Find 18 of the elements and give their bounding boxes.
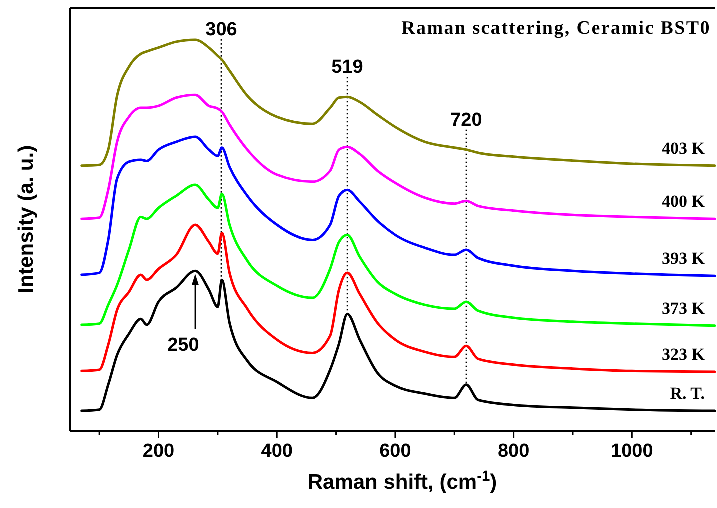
series-label: 393 K <box>662 249 706 268</box>
x-tick-label: 1000 <box>611 441 654 462</box>
x-tick-label: 800 <box>498 441 530 462</box>
ref-line-label: 519 <box>332 57 364 78</box>
series-label: 373 K <box>662 298 706 318</box>
chart-title: Raman scattering, Ceramic BST0 <box>402 18 711 39</box>
ref-line-label: 720 <box>450 110 482 131</box>
x-tick-label: 600 <box>380 441 412 462</box>
series-label: 323 K <box>662 344 706 364</box>
annotation: 250 <box>168 335 200 356</box>
ref-line-label: 306 <box>206 19 238 40</box>
x-axis-title: Raman shift, (cm$^{-1}$) <box>308 469 498 494</box>
series-label: R. T. <box>670 384 705 404</box>
series-label: 403 K <box>662 138 706 158</box>
series-label: 400 K <box>662 192 706 212</box>
x-tick-label: 400 <box>261 441 293 462</box>
y-axis-title: Intensity (a. u.) <box>15 145 38 294</box>
x-tick-label: 200 <box>142 441 175 462</box>
